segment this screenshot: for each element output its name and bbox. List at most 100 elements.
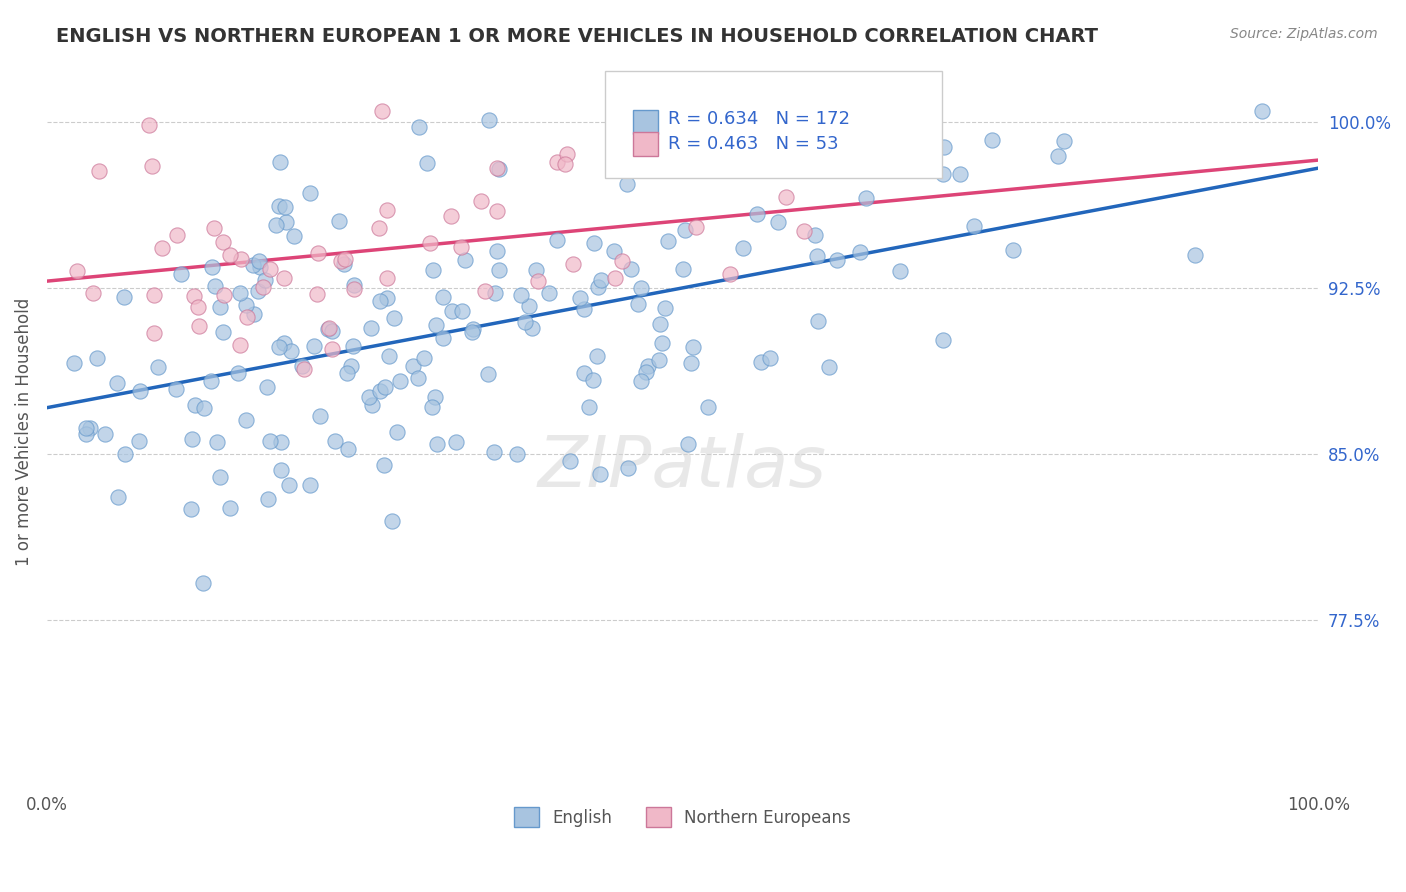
Northern Europeans: [187, 300, 209, 314]
English: [478, 113, 501, 128]
Northern Europeans: [292, 361, 315, 376]
English: [259, 434, 281, 448]
English: [193, 575, 215, 590]
English: [931, 167, 953, 181]
English: [432, 290, 454, 304]
English: [589, 273, 612, 287]
English: [426, 437, 449, 451]
Northern Europeans: [793, 224, 815, 238]
English: [486, 244, 509, 258]
English: [332, 258, 354, 272]
English: [256, 492, 278, 507]
English: [381, 514, 404, 528]
English: [75, 426, 97, 441]
English: [889, 264, 911, 278]
English: [432, 331, 454, 345]
Northern Europeans: [419, 235, 441, 250]
Text: ZIPatlas: ZIPatlas: [538, 433, 827, 501]
English: [1184, 248, 1206, 262]
Northern Europeans: [259, 262, 281, 277]
Northern Europeans: [450, 240, 472, 254]
English: [283, 229, 305, 244]
English: [537, 285, 560, 300]
Northern Europeans: [612, 253, 634, 268]
Text: Source: ZipAtlas.com: Source: ZipAtlas.com: [1230, 27, 1378, 41]
English: [807, 163, 830, 178]
Northern Europeans: [228, 337, 250, 351]
English: [360, 321, 382, 335]
English: [385, 425, 408, 440]
English: [193, 401, 215, 415]
Northern Europeans: [307, 287, 329, 301]
English: [714, 135, 737, 149]
English: [676, 436, 699, 450]
Text: ENGLISH VS NORTHERN EUROPEAN 1 OR MORE VEHICLES IN HOUSEHOLD CORRELATION CHART: ENGLISH VS NORTHERN EUROPEAN 1 OR MORE V…: [56, 27, 1098, 45]
English: [278, 478, 301, 492]
Northern Europeans: [166, 228, 188, 243]
English: [204, 278, 226, 293]
Northern Europeans: [554, 156, 576, 170]
English: [94, 426, 117, 441]
English: [682, 341, 704, 355]
English: [488, 161, 510, 176]
English: [112, 290, 135, 304]
Northern Europeans: [485, 204, 508, 219]
English: [413, 351, 436, 365]
English: [572, 366, 595, 380]
English: [114, 447, 136, 461]
Northern Europeans: [252, 279, 274, 293]
English: [454, 252, 477, 267]
Northern Europeans: [329, 254, 352, 268]
Northern Europeans: [527, 274, 550, 288]
English: [254, 273, 277, 287]
Northern Europeans: [377, 202, 399, 217]
English: [932, 333, 955, 347]
English: [634, 364, 657, 378]
Northern Europeans: [307, 246, 329, 260]
English: [451, 304, 474, 318]
English: [524, 262, 547, 277]
English: [803, 227, 825, 242]
English: [270, 435, 292, 450]
English: [269, 154, 291, 169]
Northern Europeans: [440, 210, 463, 224]
Northern Europeans: [343, 282, 366, 296]
English: [402, 359, 425, 373]
English: [105, 376, 128, 390]
English: [75, 421, 97, 435]
Northern Europeans: [138, 118, 160, 132]
English: [406, 370, 429, 384]
Northern Europeans: [470, 194, 492, 208]
English: [627, 297, 650, 311]
Northern Europeans: [150, 241, 173, 255]
English: [235, 413, 257, 427]
English: [522, 321, 544, 335]
Northern Europeans: [183, 289, 205, 303]
English: [825, 253, 848, 268]
English: [681, 356, 703, 370]
English: [423, 391, 446, 405]
Northern Europeans: [485, 161, 508, 176]
Northern Europeans: [231, 252, 253, 266]
English: [107, 491, 129, 505]
English: [79, 421, 101, 435]
Legend: English, Northern Europeans: English, Northern Europeans: [508, 800, 858, 834]
English: [654, 301, 676, 315]
English: [484, 286, 506, 301]
Northern Europeans: [679, 136, 702, 150]
English: [274, 200, 297, 214]
English: [318, 322, 340, 336]
English: [361, 398, 384, 412]
Northern Europeans: [212, 235, 235, 250]
Northern Europeans: [142, 288, 165, 302]
English: [180, 501, 202, 516]
English: [235, 298, 257, 312]
English: [630, 280, 652, 294]
English: [63, 356, 86, 370]
English: [339, 359, 361, 373]
English: [586, 279, 609, 293]
English: [209, 470, 232, 484]
Northern Europeans: [87, 164, 110, 178]
English: [422, 263, 444, 277]
English: [342, 339, 364, 353]
